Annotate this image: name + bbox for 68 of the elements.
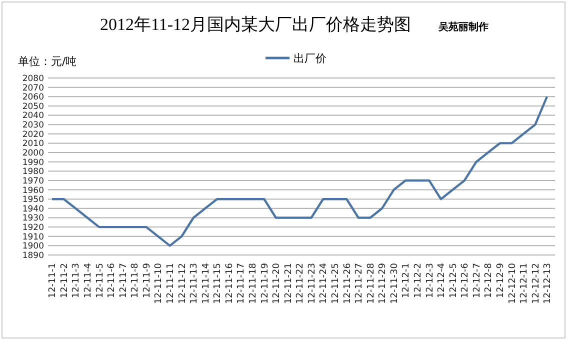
y-tick-label: 1970	[22, 176, 44, 186]
x-tick-label: 12-11-14	[201, 262, 212, 304]
x-tick-label: 12-12-2	[414, 263, 424, 298]
x-tick-label: 12-11-10	[154, 262, 164, 304]
x-tick-label: 12-11-25	[331, 263, 342, 304]
x-tick-label: 12-11-15	[213, 263, 224, 304]
y-tick-label: 1960	[22, 186, 44, 196]
y-axis-title: 单位：元/吨	[18, 55, 77, 68]
x-tick-label: 12-11-23	[307, 263, 318, 304]
chart-subtitle: 吴苑丽制作	[438, 21, 488, 33]
x-tick-label: 12-11-27	[354, 263, 365, 304]
x-tick-label: 12-12-9	[496, 262, 506, 298]
y-tick-label: 1950	[22, 195, 44, 206]
x-tick-label: 12-11-7	[118, 263, 129, 298]
line-series	[50, 96, 548, 247]
x-tick-label: 12-11-9	[142, 262, 152, 298]
x-tick-label: 12-11-2	[60, 263, 70, 298]
x-tick-label: 12-11-17	[236, 263, 247, 304]
x-tick-label: 12-11-21	[284, 263, 294, 304]
x-tick-label: 12-11-5	[95, 263, 106, 298]
x-tick-label: 12-11-4	[84, 262, 94, 298]
x-tick-label: 12-11-24	[319, 262, 330, 304]
y-tick-label: 1980	[22, 167, 44, 178]
x-tick-label: 12-11-16	[224, 262, 235, 304]
y-tick-label: 2050	[22, 102, 44, 112]
x-tick-label: 12-11-28	[366, 262, 376, 304]
y-tick-label: 2030	[22, 120, 44, 131]
x-tick-label: 12-11-19	[260, 262, 270, 304]
y-tick-label: 2010	[22, 139, 44, 150]
chart-title: 2012年11-12月国内某大厂出厂价格走势图	[100, 15, 412, 34]
x-tick-label: 12-11-6	[107, 262, 118, 298]
y-tick-label: 1910	[22, 232, 44, 242]
y-tick-label: 1890	[22, 250, 44, 261]
x-tick-label: 12-12-6	[460, 262, 471, 298]
y-tick-label: 2060	[22, 92, 44, 103]
y-tick-label: 2000	[22, 148, 44, 158]
x-tick-label: 12-11-11	[166, 263, 176, 304]
x-tick-label: 12-12-7	[472, 263, 482, 298]
x-tick-label: 12-11-3	[72, 263, 82, 298]
x-tick-label: 12-11-22	[296, 263, 306, 304]
x-tick-label: 12-12-8	[484, 262, 494, 298]
y-tick-label: 1990	[22, 158, 44, 168]
x-tick-label: 12-11-29	[378, 262, 388, 304]
x-tick-label: 12-11-8	[130, 262, 141, 298]
y-tick-label: 1930	[22, 214, 44, 224]
legend-label: 出厂价	[294, 52, 326, 65]
x-tick-label: 12-12-4	[437, 262, 448, 298]
x-tick-label: 12-11-18	[248, 262, 259, 304]
y-tick-label: 2070	[22, 83, 44, 94]
x-tick-label: 12-11-1	[48, 263, 58, 298]
x-tick-label: 12-12-13	[543, 263, 554, 304]
x-tick-label: 12-11-20	[272, 262, 282, 304]
x-tick-label: 12-12-1	[402, 263, 412, 298]
x-tick-label: 12-11-12	[178, 263, 188, 304]
y-tick-label: 2040	[22, 111, 44, 122]
y-tick-label: 1900	[22, 242, 44, 252]
y-tick-label: 1940	[22, 204, 44, 214]
y-tick-label: 2080	[22, 74, 44, 84]
y-tick-label: 1920	[22, 223, 44, 234]
x-tick-label: 12-12-10	[508, 262, 518, 304]
x-tick-label: 12-11-26	[342, 262, 353, 304]
x-tick-label: 12-11-30	[390, 262, 400, 304]
y-tick-label: 2020	[22, 130, 44, 140]
x-tick-label: 12-12-12	[531, 263, 542, 304]
x-tick-label: 12-12-5	[448, 263, 459, 298]
x-tick-label: 12-11-13	[190, 263, 200, 304]
x-tick-label: 12-12-11	[520, 263, 530, 304]
x-tick-label: 12-12-3	[425, 263, 436, 298]
